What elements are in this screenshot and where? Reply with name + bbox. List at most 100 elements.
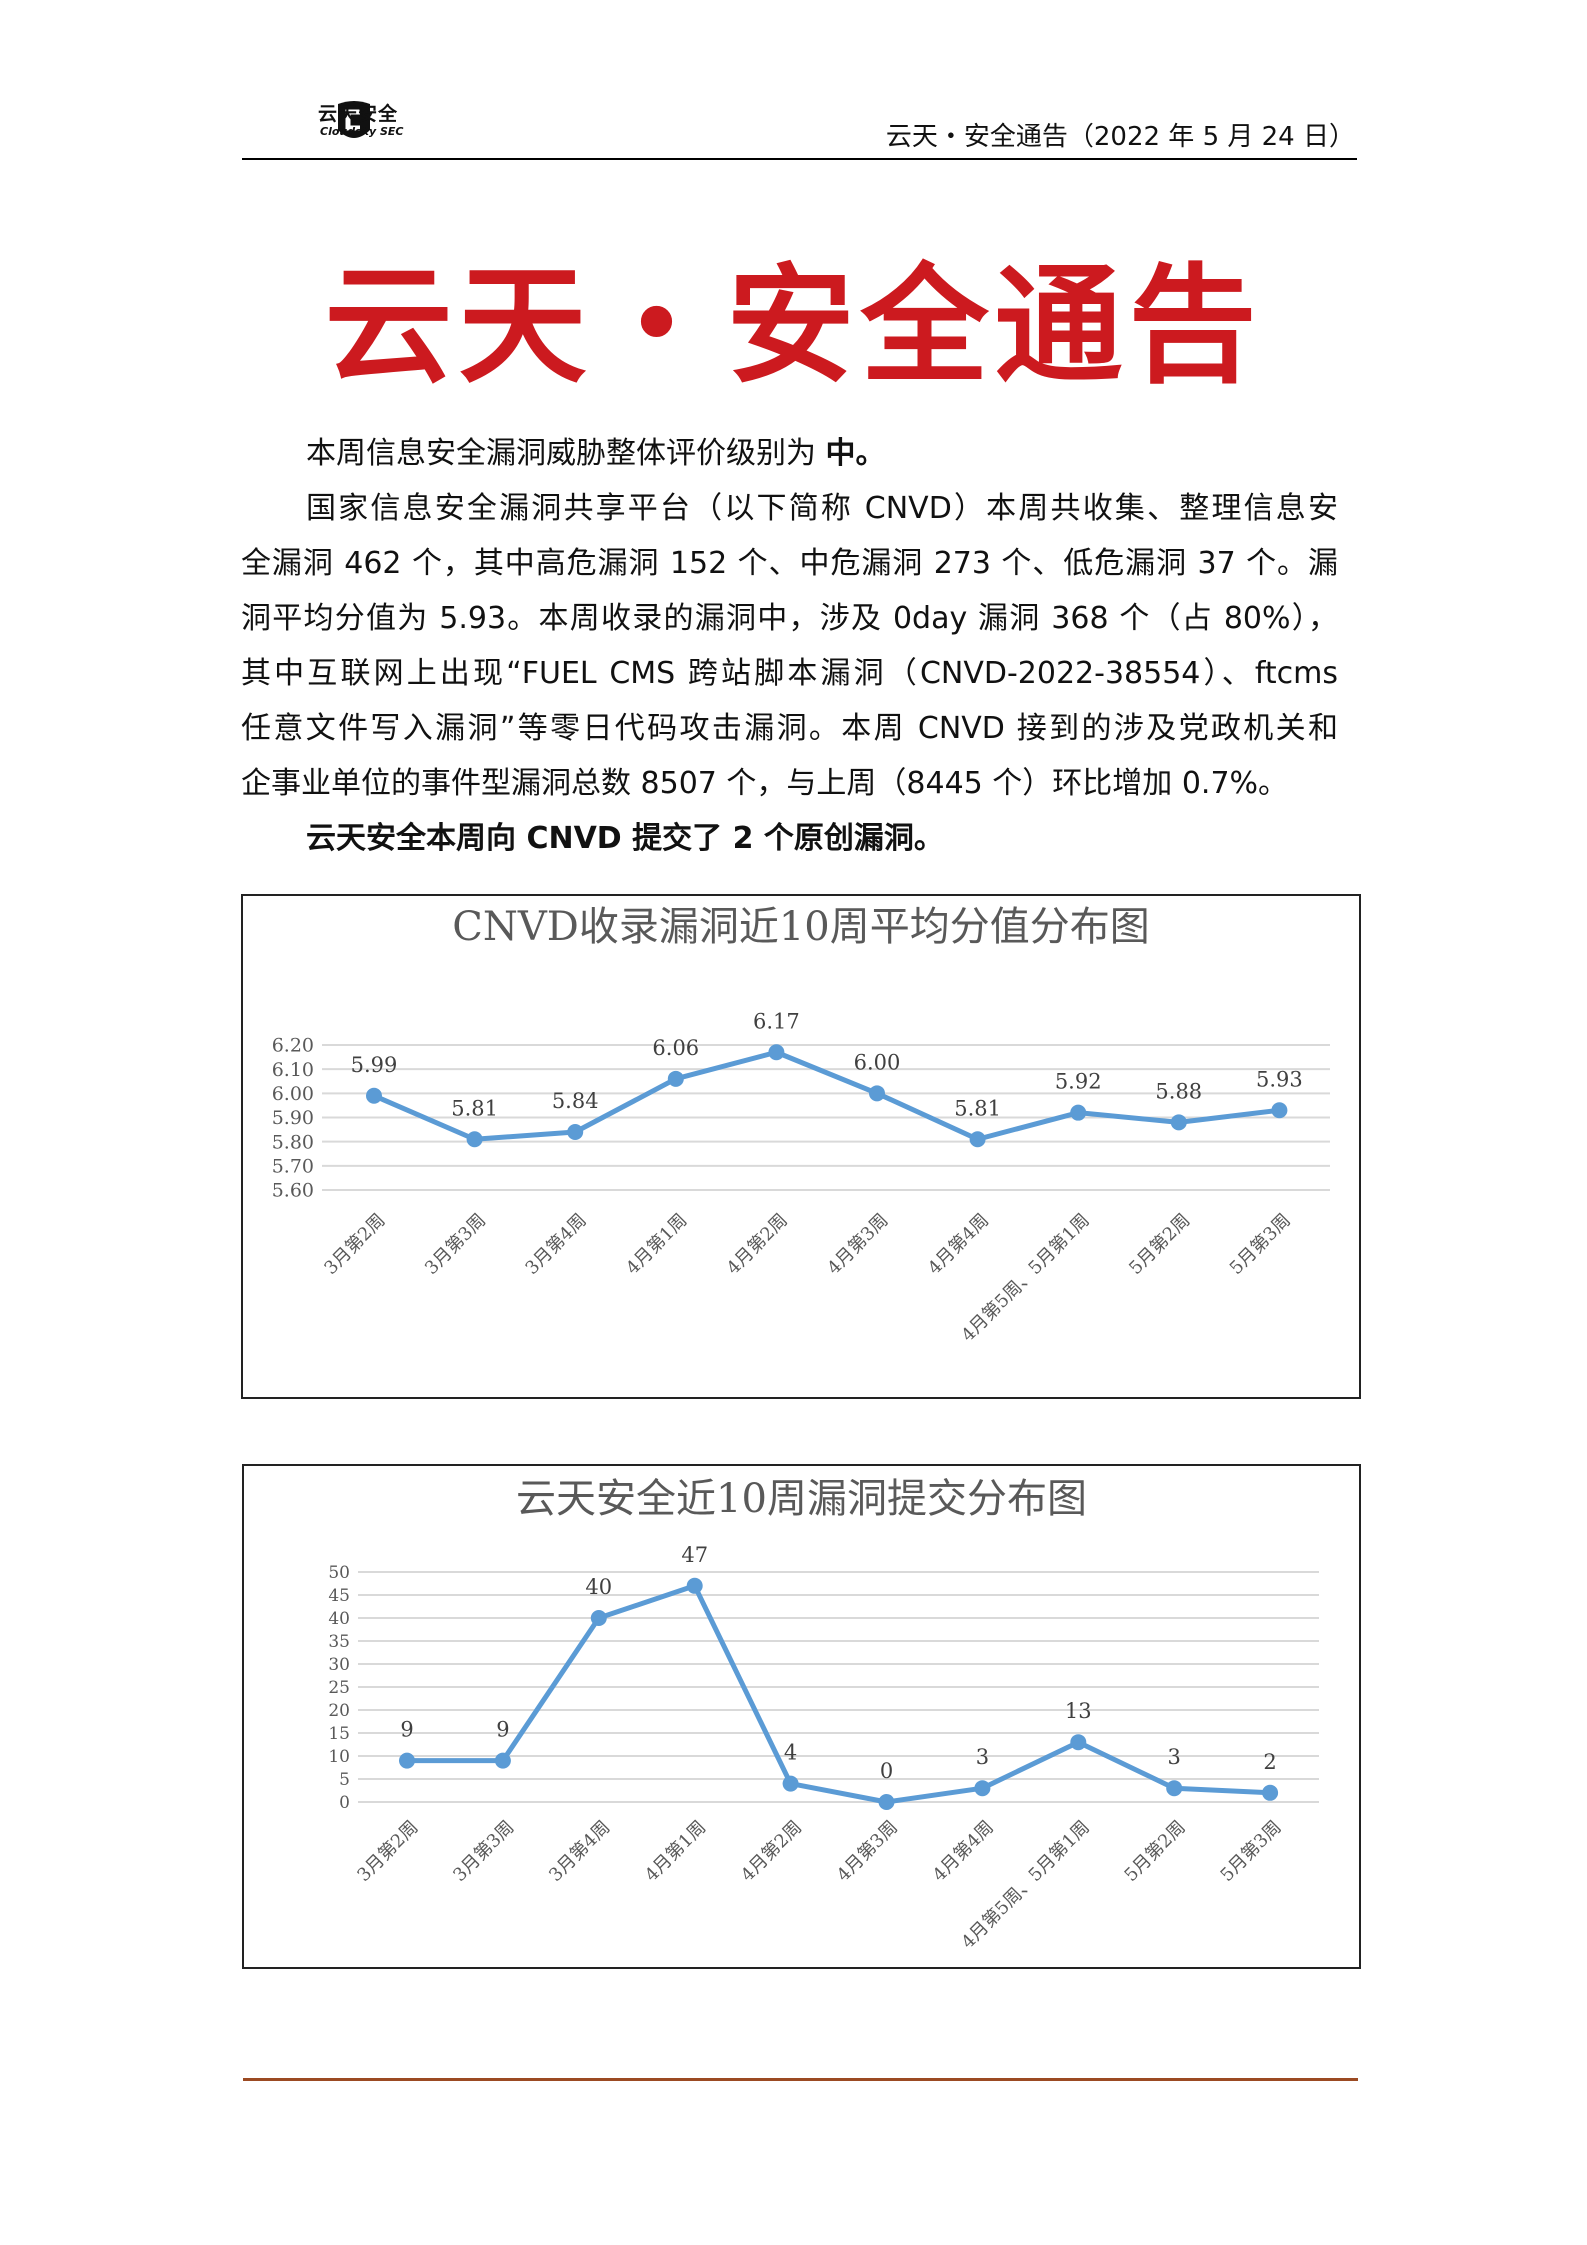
data-label: 5.88 [1155, 1079, 1202, 1103]
header-date-title: 云天・安全通告（2022 年 5 月 24 日） [885, 122, 1355, 152]
summary-line: 洞平均分值为 5.93。本周收录的漏洞中，涉及 0day 漏洞 368 个（占 … [241, 601, 1338, 636]
data-point [782, 1775, 799, 1792]
x-category-label: 3月第2周 [353, 1817, 422, 1886]
x-category-label: 3月第2周 [320, 1210, 389, 1279]
data-point [1271, 1102, 1288, 1119]
data-label: 5.84 [552, 1089, 599, 1113]
data-label: 5.81 [451, 1096, 498, 1120]
x-category-label: 3月第3周 [421, 1210, 490, 1279]
data-point [590, 1610, 607, 1626]
summary-line: 其中互联网上出现“FUEL CMS 跨站脚本漏洞（CNVD-2022-38554… [241, 656, 1338, 691]
data-label: 6.00 [854, 1050, 901, 1074]
data-point [1170, 1114, 1187, 1131]
data-label: 3 [1168, 1745, 1181, 1769]
data-point [974, 1780, 991, 1797]
data-point [667, 1070, 684, 1087]
y-tick-label: 20 [328, 1701, 350, 1721]
data-point [1070, 1104, 1087, 1121]
x-category-label: 4月第4周 [924, 1210, 993, 1279]
y-tick-label: 0 [339, 1793, 350, 1813]
x-category-label: 5月第3周 [1216, 1817, 1285, 1886]
data-label: 6.06 [652, 1036, 699, 1060]
data-label: 13 [1065, 1699, 1092, 1723]
data-label: 6.17 [753, 1009, 800, 1033]
y-tick-label: 5.60 [272, 1180, 314, 1202]
data-label: 9 [400, 1718, 413, 1742]
y-tick-label: 25 [328, 1678, 350, 1698]
y-tick-label: 10 [328, 1747, 350, 1767]
chart-title: CNVD收录漏洞近10周平均分值分布图 [452, 904, 1149, 950]
data-label: 40 [585, 1575, 612, 1599]
data-point [1070, 1734, 1087, 1751]
x-category-label: 4月第2周 [723, 1210, 792, 1279]
data-point [869, 1085, 885, 1102]
data-label: 5.99 [351, 1053, 398, 1077]
data-point [466, 1131, 483, 1148]
y-tick-label: 50 [328, 1563, 350, 1583]
logo-subtext: Cloudsky SEC [320, 125, 404, 138]
data-point [494, 1752, 511, 1769]
data-label: 5.81 [954, 1096, 1001, 1120]
data-point [878, 1794, 895, 1810]
summary-line: 全漏洞 462 个，其中高危漏洞 152 个、中危漏洞 273 个、低危漏洞 3… [241, 546, 1338, 581]
x-category-label: 4月第1周 [641, 1817, 710, 1886]
chart-svg: 云天安全近10周漏洞提交分布图0510152025303540455093月第2… [328, 1476, 1319, 1953]
page-title: 云天・安全通告 [324, 251, 1263, 401]
data-point [686, 1577, 703, 1594]
chart-title: 云天安全近10周漏洞提交分布图 [516, 1476, 1087, 1522]
x-category-label: 3月第4周 [545, 1817, 614, 1886]
y-tick-label: 5.70 [272, 1155, 314, 1177]
y-tick-label: 5.80 [272, 1131, 314, 1153]
data-label: 47 [681, 1543, 708, 1567]
threat-level-value: 中。 [825, 436, 886, 471]
series-line [407, 1583, 1271, 1805]
y-tick-label: 15 [328, 1724, 350, 1744]
data-label: 2 [1263, 1750, 1276, 1774]
x-category-label: 4月第3周 [823, 1210, 892, 1279]
y-tick-label: 30 [328, 1655, 350, 1675]
x-category-label: 5月第2周 [1125, 1210, 1194, 1279]
x-category-label: 4月第1周 [622, 1210, 691, 1279]
x-category-label: 4月第3周 [833, 1817, 902, 1886]
header-divider [242, 158, 1357, 160]
data-point [399, 1752, 415, 1769]
summary-line: 国家信息安全漏洞共享平台（以下简称 CNVD）本周共收集、整理信息安 [306, 491, 1338, 526]
data-point [768, 1044, 785, 1061]
data-point [1166, 1780, 1183, 1797]
y-tick-label: 6.10 [272, 1059, 314, 1081]
y-tick-label: 40 [328, 1609, 350, 1629]
threat-level-paragraph: 本周信息安全漏洞威胁整体评价级别为 中。 [306, 428, 1338, 472]
x-category-label: 3月第4周 [522, 1210, 591, 1279]
data-point [1262, 1784, 1279, 1801]
cloudsky-logo-icon [338, 101, 370, 138]
x-category-label: 5月第3周 [1226, 1210, 1295, 1279]
summary-line: 任意文件写入漏洞”等零日代码攻击漏洞。本周 CNVD 接到的涉及党政机关和 [241, 711, 1338, 746]
y-tick-label: 35 [328, 1632, 350, 1652]
data-label: 5.92 [1055, 1070, 1102, 1094]
y-tick-label: 6.00 [272, 1083, 314, 1105]
data-label: 3 [976, 1745, 989, 1769]
x-category-label: 4月第2周 [737, 1817, 806, 1886]
x-category-label: 5月第2周 [1121, 1817, 1190, 1886]
logo-text: 云天安全 [318, 103, 399, 125]
y-tick-label: 5 [339, 1770, 350, 1790]
avg-score-chart: CNVD收录漏洞近10周平均分值分布图 5.60 5.70 5.80 5.90 6.00 6… [241, 894, 1361, 1399]
x-category-label: 3月第3周 [449, 1817, 518, 1886]
data-label: 4 [784, 1741, 797, 1765]
submission-paragraph: 云天安全本周向 CNVD 提交了 2 个原创漏洞。 [306, 821, 944, 856]
data-point [567, 1124, 584, 1140]
summary-line: 企事业单位的事件型漏洞总数 8507 个，与上周（8445 个）环比增加 0.7… [241, 766, 1289, 801]
y-tick-label: 6.20 [272, 1035, 314, 1057]
y-tick-label: 45 [328, 1586, 350, 1606]
submission-chart: 云天安全近10周漏洞提交分布图 0 5 10 15 20 25 30 35 40 45 50 9 3月第2… [242, 1464, 1361, 1969]
data-point [969, 1131, 986, 1148]
chart-svg: CNVD收录漏洞近10周平均分值分布图5.605.705.805.906.006… [272, 904, 1330, 1346]
x-category-label: 4月第4周 [929, 1817, 998, 1886]
data-label: 5.93 [1256, 1067, 1303, 1091]
y-tick-label: 5.90 [272, 1107, 314, 1129]
data-label: 9 [496, 1718, 509, 1742]
data-label: 0 [880, 1759, 893, 1783]
series-line [373, 1049, 1280, 1142]
data-point [366, 1087, 382, 1104]
threat-level-label: 本周信息安全漏洞威胁整体评价级别为 [306, 436, 826, 471]
